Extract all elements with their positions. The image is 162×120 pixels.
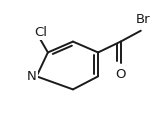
Text: N: N bbox=[27, 70, 37, 83]
Text: O: O bbox=[116, 68, 126, 81]
Text: Br: Br bbox=[136, 13, 151, 26]
Text: Cl: Cl bbox=[34, 26, 47, 39]
